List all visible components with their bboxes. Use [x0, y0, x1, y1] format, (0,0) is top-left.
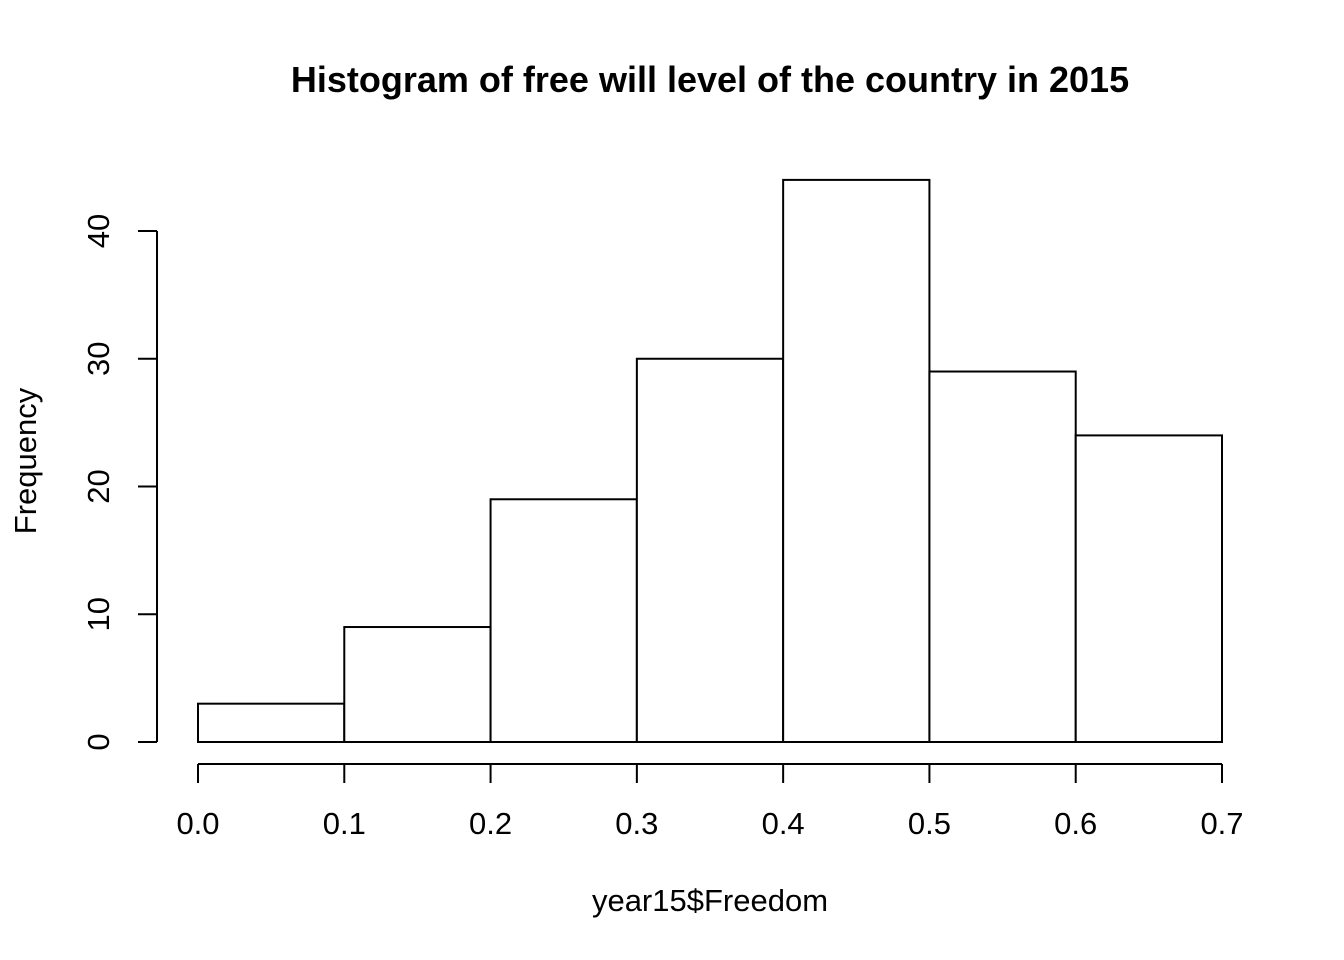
x-tick-label: 0.7: [1200, 806, 1243, 841]
y-tick-label: 30: [81, 342, 116, 376]
chart-title: Histogram of free will level of the coun…: [291, 59, 1129, 100]
x-tick-label: 0.5: [908, 806, 951, 841]
x-axis-label: year15$Freedom: [592, 883, 828, 918]
y-tick-label: 10: [81, 597, 116, 631]
histogram-bar: [489, 498, 638, 743]
x-tick-label: 0.3: [615, 806, 658, 841]
histogram-bar: [635, 357, 785, 743]
histogram-bar: [197, 702, 346, 743]
x-tick-label: 0.1: [323, 806, 366, 841]
histogram-bar: [1074, 434, 1223, 743]
y-tick-label: 40: [81, 214, 116, 248]
x-tick-label: 0.6: [1054, 806, 1097, 841]
x-tick-label: 0.0: [176, 806, 219, 841]
y-tick-label: 20: [81, 469, 116, 503]
y-axis-label: Frequency: [8, 387, 43, 534]
histogram-bar: [782, 178, 931, 743]
y-axis: 0 10 20 30 40: [81, 214, 158, 751]
x-tick-label: 0.2: [469, 806, 512, 841]
y-tick-label: 0: [81, 733, 116, 750]
histogram-bar: [928, 370, 1077, 743]
bars-group: [197, 178, 1223, 744]
histogram-bar: [343, 626, 492, 744]
x-axis: 0.0 0.1 0.2 0.3 0.4 0.5 0.6 0.7: [176, 763, 1244, 841]
x-tick-label: 0.4: [762, 806, 805, 841]
